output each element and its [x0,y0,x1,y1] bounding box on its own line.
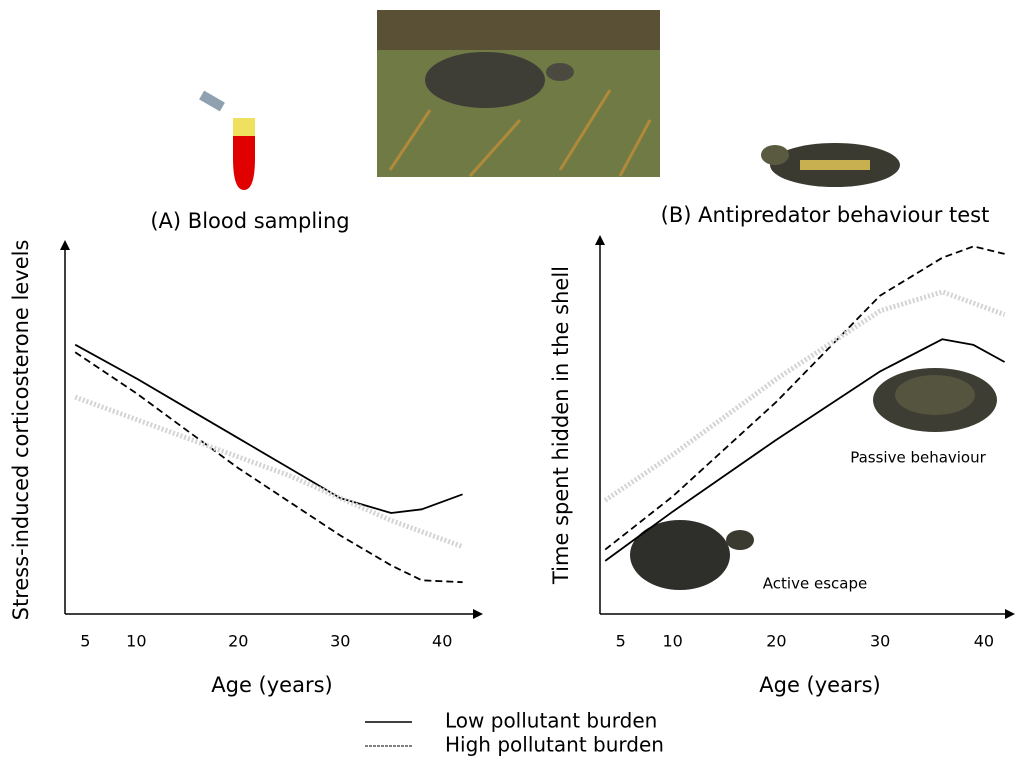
passive-turtle-icon [873,368,997,432]
x-tick-label: 30 [330,632,350,651]
series-line [75,397,462,547]
blood-tube-icon [199,91,255,190]
annotation: Active escape [763,575,867,593]
legend-label: High pollutant burden [445,733,664,757]
x-tick-label: 10 [662,632,682,651]
active-turtle-icon [630,520,754,590]
x-axis-arrow [473,609,483,619]
y-axis-arrow [60,240,70,250]
y-axis-label: Stress-induced corticosterone levels [9,240,33,621]
legend-label: Low pollutant burden [445,709,657,733]
x-tick-label: 40 [432,632,452,651]
turtle-photo [377,10,660,177]
y-axis-arrow [595,235,605,245]
x-axis-arrow [1005,609,1015,619]
x-tick-label: 10 [126,632,146,651]
x-axis-label: Age (years) [211,673,332,697]
chart-title: (B) Antipredator behaviour test [661,203,990,227]
x-tick-label: 20 [766,632,786,651]
y-axis-label: Time spent hidden in the shell [549,266,573,585]
upside-down-turtle-icon [761,143,900,187]
x-tick-label: 5 [80,632,90,651]
x-tick-label: 5 [616,632,626,651]
x-tick-label: 20 [228,632,248,651]
x-tick-label: 40 [974,632,994,651]
x-axis-label: Age (years) [759,673,880,697]
figure: (A) Blood sampling Age (years) Stress-indu… [0,0,1015,762]
annotation: Passive behaviour [850,449,986,467]
chart-title: (A) Blood sampling [150,209,349,233]
x-tick-label: 30 [870,632,890,651]
